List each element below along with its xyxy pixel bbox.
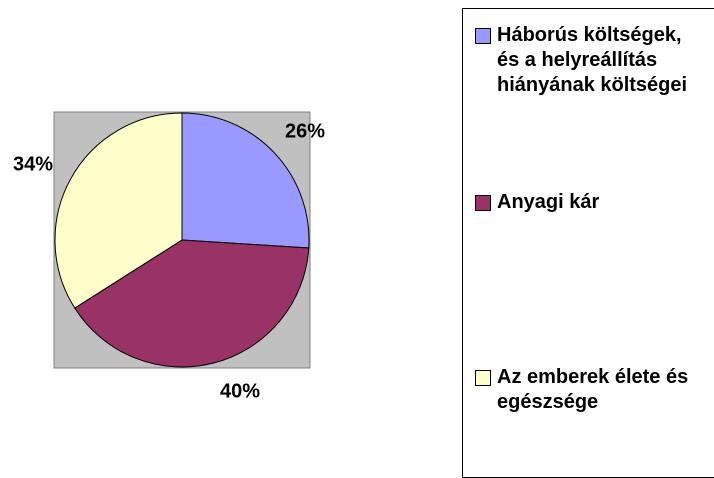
legend-item: Az emberek élete és egészsége bbox=[475, 365, 700, 415]
legend-swatch bbox=[475, 195, 491, 211]
legend: Háborús költségek, és a helyreállítás hi… bbox=[462, 8, 714, 478]
pie-slice bbox=[181, 112, 310, 249]
pie-slice bbox=[74, 239, 310, 368]
legend-item: Háborús költségek, és a helyreállítás hi… bbox=[475, 23, 700, 98]
chart: 26% 40% 34% bbox=[13, 111, 325, 402]
legend-item: Anyagi kár bbox=[475, 190, 700, 215]
legend-label: Háborús költségek, és a helyreállítás hi… bbox=[497, 24, 688, 96]
data-label: 34% bbox=[13, 153, 53, 175]
page: 26% 40% 34% Háborús költségek, és a helyre… bbox=[12, 8, 714, 478]
legend-label: Anyagi kár bbox=[497, 191, 600, 213]
data-label: 40% bbox=[220, 380, 260, 402]
legend-swatch bbox=[475, 28, 491, 44]
pie-slice bbox=[54, 112, 183, 309]
data-label: 26% bbox=[285, 120, 325, 142]
legend-swatch bbox=[475, 370, 491, 386]
legend-label: Az emberek élete és egészsége bbox=[497, 366, 689, 413]
